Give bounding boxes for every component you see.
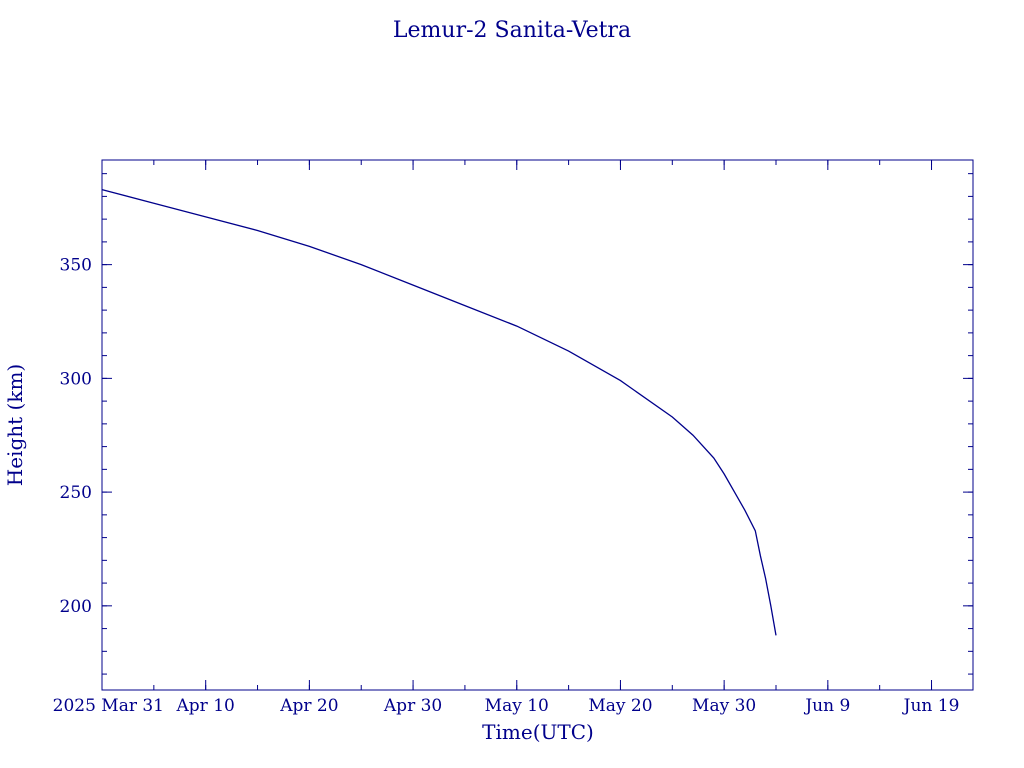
- x-tick-label: Apr 20: [279, 696, 338, 716]
- axis-ticks: [101, 160, 973, 690]
- x-tick-label: May 10: [485, 696, 549, 716]
- x-tick-label: 2025 Mar 31: [53, 696, 164, 716]
- x-tick-label: Jun 19: [902, 696, 960, 716]
- chart-title: Lemur-2 Sanita-Vetra: [393, 18, 631, 43]
- plot-frame: [101, 159, 974, 691]
- x-tick-label: Apr 30: [383, 696, 442, 716]
- x-tick-label: Jun 9: [803, 696, 850, 716]
- y-tick-label: 200: [60, 597, 92, 617]
- y-tick-label: 300: [60, 369, 92, 389]
- y-tick-labels: 200 250 300 350: [60, 256, 92, 617]
- x-tick-label: Apr 10: [176, 696, 235, 716]
- y-axis-label: Height (km): [3, 364, 27, 486]
- y-tick-label: 350: [60, 256, 92, 276]
- x-tick-label: May 20: [588, 696, 652, 716]
- x-axis-label: Time(UTC): [482, 720, 594, 744]
- x-tick-label: May 30: [692, 696, 756, 716]
- y-tick-label: 250: [60, 483, 92, 503]
- x-tick-labels: 2025 Mar 31 Apr 10 Apr 20 Apr 30 May 10 May 2…: [53, 696, 960, 716]
- series-line: [101, 188, 777, 636]
